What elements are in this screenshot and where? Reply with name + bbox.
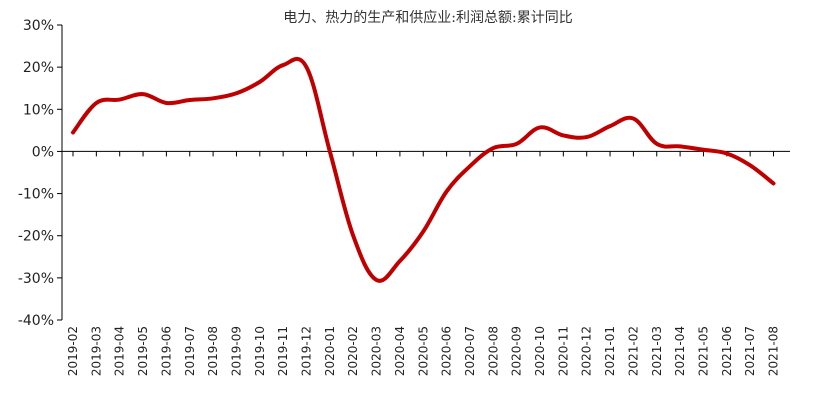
data-point (491, 146, 495, 150)
axes (61, 25, 790, 320)
data-point (211, 96, 215, 100)
x-tick-label: 2019-05 (136, 326, 150, 376)
data-point (398, 259, 402, 263)
x-tick-label: 2020-06 (440, 326, 454, 376)
data-point (701, 148, 705, 152)
x-tick-label: 2021-04 (673, 326, 687, 376)
data-point (94, 101, 98, 105)
data-point (351, 234, 355, 238)
data-point (561, 133, 565, 137)
x-tick-label: 2020-04 (393, 326, 407, 376)
data-point (71, 130, 75, 134)
y-tick-label: 20% (23, 60, 54, 76)
x-tick-label: 2019-09 (229, 326, 243, 376)
data-point (655, 142, 659, 146)
x-tick-label: 2019-07 (183, 326, 197, 376)
x-tick-label: 2019-11 (276, 326, 290, 376)
x-tick-label: 2020-10 (533, 326, 547, 376)
y-axis-ticks: 30% 20% 10% 0% -10% -20% -30% -40% (18, 18, 62, 329)
x-tick-label: 2019-03 (89, 326, 103, 376)
x-tick-label: 2020-02 (346, 326, 360, 376)
data-point (608, 124, 612, 128)
data-point (164, 101, 168, 105)
x-tick-label: 2020-05 (416, 326, 430, 376)
data-point (445, 189, 449, 193)
x-tick-label: 2019-12 (300, 326, 314, 376)
x-axis-ticks: 2019-02 2019-03 2019-04 2019-05 2019-06 2019-… (66, 151, 781, 376)
x-tick-label: 2021-08 (767, 326, 781, 376)
y-tick-label: -20% (18, 229, 54, 245)
series-line (71, 56, 776, 283)
data-point (234, 91, 238, 95)
data-point (725, 152, 729, 156)
y-tick-label: -30% (18, 271, 54, 287)
x-tick-label: 2019-04 (113, 326, 127, 376)
x-tick-label: 2020-01 (323, 326, 337, 376)
y-tick-label: -10% (18, 187, 54, 203)
x-tick-label: 2020-09 (510, 326, 524, 376)
x-tick-label: 2020-11 (556, 326, 570, 376)
chart-title: 电力、热力的生产和供应业:利润总额:累计同比 (283, 9, 572, 26)
data-point (678, 144, 682, 148)
x-tick-label: 2021-07 (743, 326, 757, 376)
x-tick-label: 2020-08 (486, 326, 500, 376)
x-tick-label: 2020-07 (463, 326, 477, 376)
x-tick-label: 2021-05 (696, 326, 710, 376)
x-tick-label: 2021-01 (603, 326, 617, 376)
data-point (375, 278, 379, 282)
data-point (258, 80, 262, 84)
x-tick-label: 2021-03 (650, 326, 664, 376)
data-point (772, 181, 776, 185)
x-tick-label: 2021-06 (720, 326, 734, 376)
data-point (538, 125, 542, 129)
data-point (305, 65, 309, 69)
data-point (631, 117, 635, 121)
data-point (328, 149, 332, 153)
data-point (141, 92, 145, 96)
data-point (421, 230, 425, 234)
x-tick-label: 2019-10 (253, 326, 267, 376)
y-tick-label: 10% (23, 102, 54, 118)
x-tick-label: 2019-08 (206, 326, 220, 376)
data-point (468, 164, 472, 168)
x-tick-label: 2020-03 (370, 326, 384, 376)
y-tick-label: -40% (18, 313, 54, 329)
series-layer (71, 56, 776, 283)
data-point (585, 135, 589, 139)
data-point (515, 142, 519, 146)
data-point (188, 98, 192, 102)
data-point (281, 63, 285, 67)
x-tick-label: 2020-12 (580, 326, 594, 376)
data-point (118, 98, 122, 102)
data-point (748, 163, 752, 167)
y-tick-label: 0% (32, 144, 54, 160)
x-tick-label: 2019-06 (159, 326, 173, 376)
x-tick-label: 2021-02 (626, 326, 640, 376)
x-tick-label: 2019-02 (66, 326, 80, 376)
y-tick-label: 30% (23, 18, 54, 34)
